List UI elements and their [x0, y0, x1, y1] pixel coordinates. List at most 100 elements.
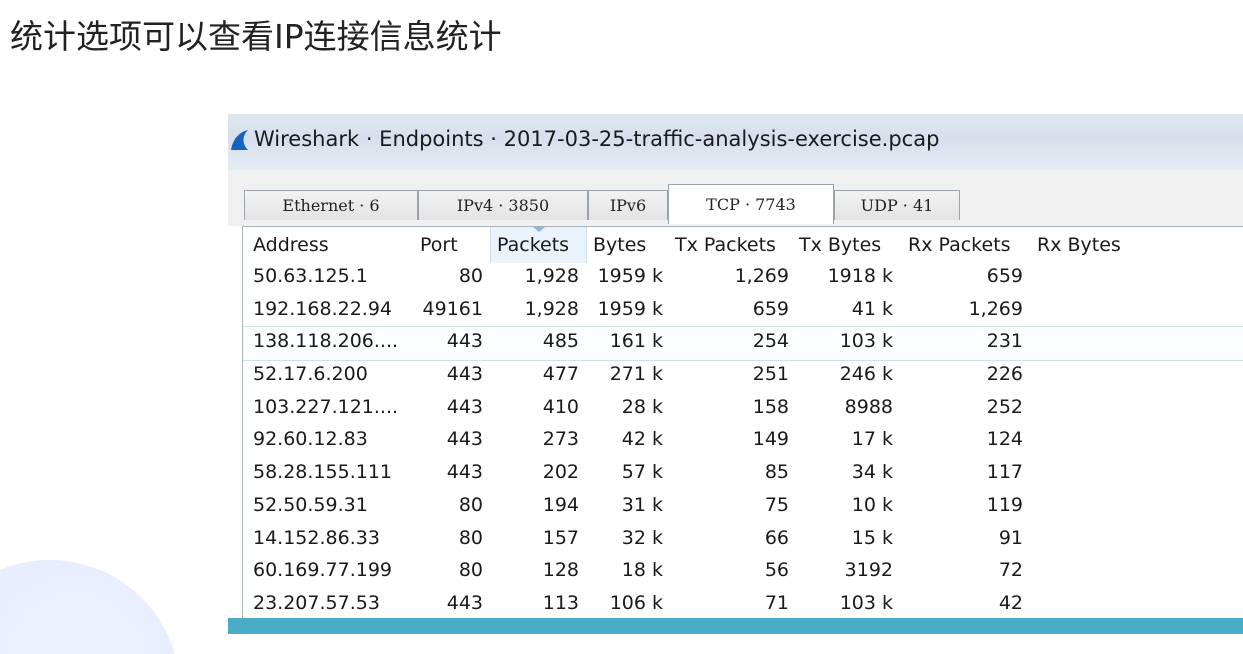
- tab-udp[interactable]: UDP · 41: [834, 190, 960, 220]
- window-title: Wireshark · Endpoints · 2017-03-25-traff…: [254, 127, 940, 151]
- cell-packets: 128: [542, 559, 579, 582]
- cell-tx-bytes: 1918 k: [827, 265, 893, 287]
- cell-rx-packets: 1,269: [968, 297, 1023, 320]
- cell-bytes: 32 k: [621, 526, 663, 549]
- cell-port: 80: [458, 493, 483, 516]
- cell-rx-packets: 42: [998, 591, 1023, 614]
- cell-address: 50.63.125.1: [253, 265, 368, 287]
- title-bar[interactable]: Wireshark · Endpoints · 2017-03-25-traff…: [228, 114, 1243, 170]
- cell-bytes: 1959 k: [597, 297, 663, 320]
- tab-ipv4[interactable]: IPv4 · 3850: [418, 190, 588, 220]
- cell-tx-packets: 66: [764, 526, 789, 549]
- cell-tx-packets: 56: [764, 559, 789, 582]
- cell-bytes: 271 k: [609, 363, 663, 386]
- cell-tx-packets: 85: [764, 461, 789, 484]
- cell-rx-packets: 72: [998, 559, 1023, 582]
- table-row[interactable]: 103.227.121.... 443 410 28 k 158 8988 252: [243, 393, 1243, 426]
- cell-packets: 1,928: [524, 265, 579, 287]
- cell-port: 80: [458, 559, 483, 582]
- column-header-bytes[interactable]: Bytes: [593, 234, 647, 256]
- background-decoration: [0, 560, 180, 654]
- table-row[interactable]: 52.50.59.31 80 194 31 k 75 10 k 119: [243, 491, 1243, 524]
- cell-tx-bytes: 246 k: [839, 363, 893, 386]
- cell-packets: 485: [542, 330, 579, 353]
- cell-address: 58.28.155.111: [253, 461, 393, 484]
- table-row[interactable]: 50.63.125.1 80 1,928 1959 k 1,269 1918 k 659: [243, 262, 1243, 295]
- cell-packets: 202: [542, 461, 579, 484]
- cell-tx-packets: 254: [752, 330, 789, 353]
- column-header-packets[interactable]: Packets: [490, 227, 587, 263]
- cell-tx-bytes: 103 k: [839, 330, 893, 353]
- column-header-tx-packets[interactable]: Tx Packets: [675, 234, 776, 256]
- cell-tx-packets: 75: [764, 493, 789, 516]
- cell-address: 92.60.12.83: [253, 428, 368, 451]
- cell-tx-bytes: 103 k: [839, 591, 893, 614]
- endpoints-table: Address Port Packets Bytes Tx Packets Tx…: [242, 226, 1243, 620]
- cell-address: 14.152.86.33: [253, 526, 380, 549]
- cell-address: 138.118.206....: [253, 330, 399, 353]
- cell-address: 52.50.59.31: [253, 493, 368, 516]
- cell-port: 80: [458, 265, 483, 287]
- cell-rx-packets: 91: [998, 526, 1023, 549]
- cell-port: 443: [446, 395, 483, 418]
- cell-bytes: 161 k: [609, 330, 663, 353]
- cell-rx-packets: 226: [986, 363, 1023, 386]
- column-header-rx-bytes[interactable]: Rx Bytes: [1037, 234, 1121, 256]
- table-row[interactable]: 14.152.86.33 80 157 32 k 66 15 k 91: [243, 524, 1243, 557]
- cell-bytes: 1959 k: [597, 265, 663, 287]
- accent-bar: [228, 618, 1243, 634]
- cell-port: 49161: [422, 297, 483, 320]
- tab-strip: Ethernet · 6 IPv4 · 3850 IPv6 TCP · 7743…: [228, 170, 1243, 226]
- cell-packets: 410: [542, 395, 579, 418]
- cell-tx-bytes: 17 k: [851, 428, 893, 451]
- table-row[interactable]: 138.118.206.... 443 485 161 k 254 103 k 231: [243, 326, 1243, 362]
- column-header-rx-packets[interactable]: Rx Packets: [908, 234, 1011, 256]
- table-row[interactable]: 23.207.57.53 443 113 106 k 71 103 k 42: [243, 589, 1243, 620]
- cell-bytes: 31 k: [621, 493, 663, 516]
- cell-tx-bytes: 15 k: [851, 526, 893, 549]
- column-header-port[interactable]: Port: [420, 234, 458, 256]
- cell-address: 103.227.121....: [253, 395, 399, 418]
- cell-tx-bytes: 34 k: [851, 461, 893, 484]
- cell-address: 60.169.77.199: [253, 559, 393, 582]
- sort-descending-icon: [532, 227, 545, 232]
- cell-tx-packets: 659: [752, 297, 789, 320]
- table-row[interactable]: 92.60.12.83 443 273 42 k 149 17 k 124: [243, 425, 1243, 458]
- table-row[interactable]: 52.17.6.200 443 477 271 k 251 246 k 226: [243, 360, 1243, 393]
- tab-ipv6[interactable]: IPv6: [588, 190, 668, 220]
- cell-packets: 477: [542, 363, 579, 386]
- cell-port: 443: [446, 363, 483, 386]
- cell-rx-packets: 659: [986, 265, 1023, 287]
- column-header-address[interactable]: Address: [253, 234, 329, 256]
- table-row[interactable]: 60.169.77.199 80 128 18 k 56 3192 72: [243, 556, 1243, 589]
- tab-ethernet[interactable]: Ethernet · 6: [244, 190, 418, 220]
- cell-port: 443: [446, 591, 483, 614]
- cell-bytes: 28 k: [621, 395, 663, 418]
- wireshark-fin-icon: [231, 130, 248, 150]
- cell-bytes: 57 k: [621, 461, 663, 484]
- cell-tx-packets: 71: [764, 591, 789, 614]
- tab-tcp[interactable]: TCP · 7743: [668, 184, 834, 224]
- cell-packets: 194: [542, 493, 579, 516]
- table-body: 50.63.125.1 80 1,928 1959 k 1,269 1918 k 659 19…: [243, 262, 1243, 620]
- cell-tx-packets: 149: [752, 428, 789, 451]
- cell-packets: 157: [542, 526, 579, 549]
- cell-rx-packets: 117: [986, 461, 1023, 484]
- cell-port: 80: [458, 526, 483, 549]
- cell-tx-packets: 1,269: [734, 265, 789, 287]
- cell-bytes: 42 k: [621, 428, 663, 451]
- cell-address: 23.207.57.53: [253, 591, 380, 614]
- slide-caption: 统计选项可以查看IP连接信息统计: [10, 17, 502, 56]
- cell-port: 443: [446, 428, 483, 451]
- cell-bytes: 106 k: [609, 591, 663, 614]
- cell-tx-packets: 158: [752, 395, 789, 418]
- table-row[interactable]: 58.28.155.111 443 202 57 k 85 34 k 117: [243, 458, 1243, 491]
- cell-address: 192.168.22.94: [253, 297, 393, 320]
- cell-bytes: 18 k: [621, 559, 663, 582]
- table-row[interactable]: 192.168.22.94 49161 1,928 1959 k 659 41 k 1,26…: [243, 295, 1243, 328]
- column-header-packets-label: Packets: [497, 234, 570, 256]
- cell-tx-bytes: 8988: [844, 395, 893, 418]
- cell-packets: 1,928: [524, 297, 579, 320]
- column-header-tx-bytes[interactable]: Tx Bytes: [799, 234, 882, 256]
- cell-rx-packets: 231: [986, 330, 1023, 353]
